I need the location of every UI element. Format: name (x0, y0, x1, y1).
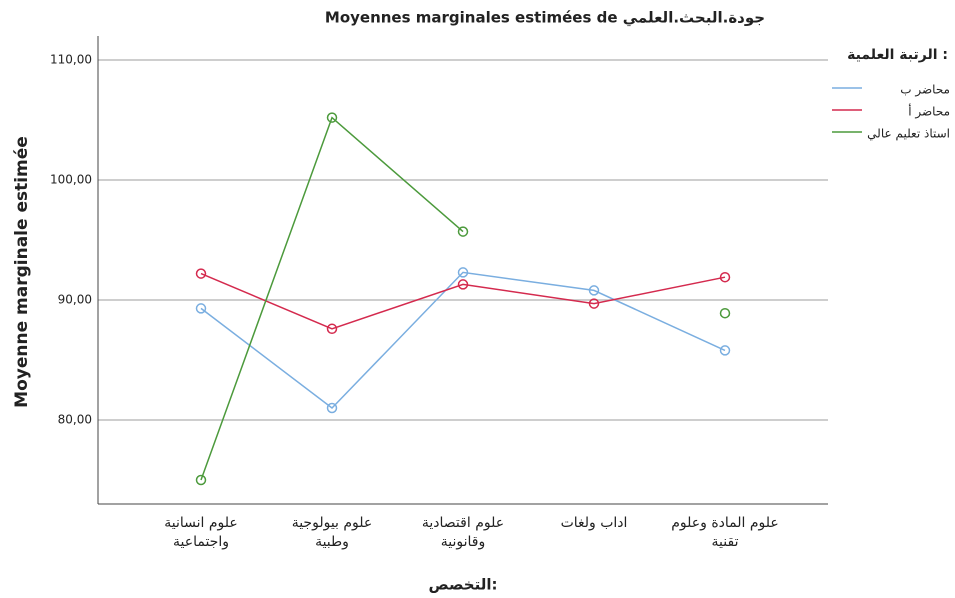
data-point (457, 226, 469, 237)
data-point (457, 279, 469, 290)
series-line (200, 272, 726, 330)
data-point (719, 307, 731, 319)
data-point (326, 402, 338, 414)
legend-label: محاضر ب (900, 83, 950, 98)
legend-label: استاذ تعليم عالي (867, 127, 950, 141)
data-point (588, 285, 600, 296)
y-tick-label: 90,00 (58, 293, 92, 307)
data-point (719, 271, 731, 283)
data-point (719, 345, 731, 356)
legend-title: الرتبة العلمية : (847, 47, 948, 63)
chart-title: Moyennes marginales estimées de جودة.الب… (325, 9, 765, 27)
data-point (326, 323, 338, 335)
y-tick-label: 80,00 (58, 413, 92, 427)
x-tick-label: علوم اقتصادية وقانونية (421, 515, 505, 550)
legend-label: محاضر أ (908, 104, 950, 120)
data-point (195, 303, 207, 314)
x-tick-label: علوم بيولوجية وطبية (291, 515, 373, 550)
series-line (201, 118, 725, 480)
y-tick-label: 100,00 (50, 173, 92, 187)
data-point (195, 268, 207, 279)
y-axis-title: Moyenne marginale estimée (12, 136, 32, 408)
x-tick-label: علوم المادة وعلوم تقنية (671, 515, 779, 550)
x-tick-label: علوم انسانية واجتماعية (164, 515, 238, 550)
x-axis-title: التخصص: (429, 576, 498, 594)
data-point (588, 298, 600, 309)
x-tick-label: اداب ولغات (560, 515, 628, 531)
data-point (326, 112, 338, 123)
series-line (200, 271, 726, 410)
data-point (457, 267, 469, 278)
data-point (195, 474, 207, 486)
y-tick-label: 110,00 (50, 53, 92, 67)
